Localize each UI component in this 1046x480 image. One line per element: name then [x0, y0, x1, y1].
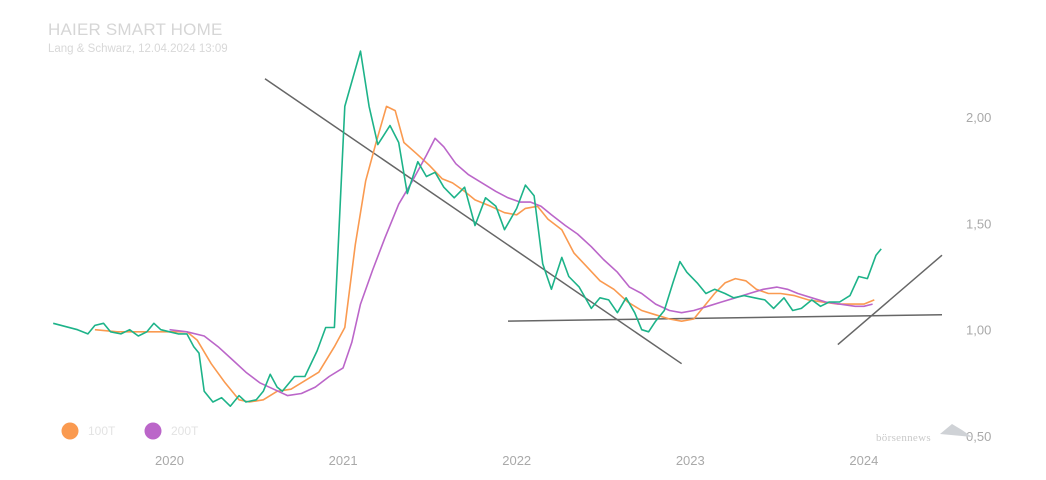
- x-tick-label: 2021: [329, 453, 358, 468]
- y-tick-label: 0,50: [966, 429, 991, 444]
- y-tick-label: 2,00: [966, 110, 991, 125]
- legend: 100T 200T: [61, 422, 199, 440]
- y-axis: 0,50 1,00 1,50 2,00: [966, 110, 991, 444]
- x-tick-label: 2020: [155, 453, 184, 468]
- boersennews-watermark: börsennews: [876, 424, 972, 444]
- series-line-100t: [94, 105, 875, 403]
- legend-label: 100T: [88, 424, 116, 438]
- watermark-text: börsennews: [876, 432, 931, 444]
- x-tick-label: 2023: [676, 453, 705, 468]
- legend-label: 200T: [171, 424, 199, 438]
- chart-title: HAIER SMART HOME: [48, 20, 223, 39]
- legend-swatch: [144, 422, 162, 440]
- series-line-200t: [169, 137, 873, 397]
- x-tick-label: 2022: [502, 453, 531, 468]
- x-tick-label: 2024: [849, 453, 878, 468]
- y-tick-label: 1,50: [966, 216, 991, 231]
- series-layer: [52, 50, 882, 407]
- chart-subtitle: Lang & Schwarz, 12.04.2024 13:09: [48, 43, 228, 55]
- x-axis: 2020 2021 2022 2023 2024: [155, 453, 878, 468]
- series-line-price: [52, 50, 882, 407]
- watermark-bull-icon: [940, 424, 972, 437]
- trendline-support: [508, 314, 943, 322]
- trendline-uptrend: [837, 254, 943, 346]
- y-tick-label: 1,00: [966, 323, 991, 338]
- trendline-layer: [264, 78, 943, 365]
- legend-swatch: [61, 422, 79, 440]
